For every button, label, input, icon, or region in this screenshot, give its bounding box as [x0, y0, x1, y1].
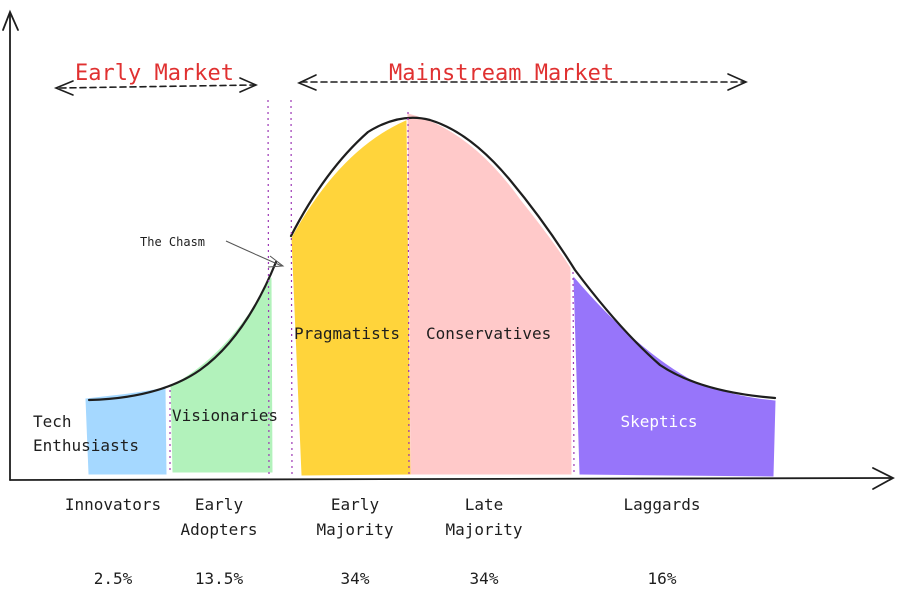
- chasm-label: The Chasm: [140, 235, 205, 249]
- early-market-arrowhead-right: [239, 77, 258, 93]
- segment-fills: [85, 113, 776, 477]
- segment-fill-conservatives: [407, 113, 572, 475]
- percent-label-laggards: 16%: [648, 569, 677, 588]
- segment-dividers: [169, 99, 575, 477]
- divider-chasm-left: [267, 99, 270, 475]
- divider-chasm-right: [290, 99, 293, 475]
- category-label-laggards: Laggards: [623, 495, 700, 514]
- percent-label-innovators: 2.5%: [94, 569, 133, 588]
- divider-early-majority: [407, 111, 410, 477]
- mainstream-market-arrowhead-left: [297, 74, 317, 91]
- category-label-late-majority: Late Majority: [445, 495, 522, 539]
- segment-label-tech-enthusiasts: Tech Enthusiasts: [33, 412, 139, 455]
- category-label-early-majority: Early Majority: [316, 495, 393, 539]
- segment-labels: Tech Enthusiasts Visionaries Pragmatists Con…: [33, 324, 698, 455]
- adoption-curve-main: [289, 116, 777, 400]
- percent-label-early-majority: 34%: [341, 569, 370, 588]
- chasm-pointer-arrow: [225, 240, 285, 268]
- mainstream-market-arrowhead-right: [727, 73, 748, 91]
- category-labels: Innovators Early Adopters Early Majority Late…: [65, 495, 701, 539]
- y-axis-arrowhead: [2, 9, 19, 31]
- category-label-early-adopters: Early Adopters: [180, 495, 257, 539]
- segment-label-conservatives: Conservatives: [426, 324, 551, 343]
- segment-fill-tech-enthusiasts: [85, 387, 167, 475]
- mainstream-market-label: Mainstream Market: [389, 61, 614, 86]
- percent-label-late-majority: 34%: [470, 569, 499, 588]
- segment-label-visionaries: Visionaries: [172, 406, 278, 425]
- percent-label-early-adopters: 13.5%: [195, 569, 244, 588]
- segment-fill-pragmatists: [291, 120, 411, 476]
- early-market-label: Early Market: [75, 61, 234, 86]
- segment-label-skeptics: Skeptics: [620, 412, 697, 431]
- adoption-curve-left: [87, 260, 278, 402]
- percent-labels: 2.5% 13.5% 34% 34% 16%: [94, 569, 677, 588]
- early-market-arrow-line: [59, 84, 255, 89]
- segment-fill-visionaries: [170, 277, 273, 473]
- axes: [2, 9, 895, 490]
- market-arrows: [53, 73, 748, 96]
- early-market-arrowhead-left: [53, 80, 74, 96]
- x-axis-arrowhead: [872, 467, 895, 490]
- x-axis: [9, 477, 893, 481]
- category-label-innovators: Innovators: [65, 495, 161, 514]
- divider-late-majority: [572, 271, 575, 475]
- segment-label-pragmatists: Pragmatists: [294, 324, 400, 343]
